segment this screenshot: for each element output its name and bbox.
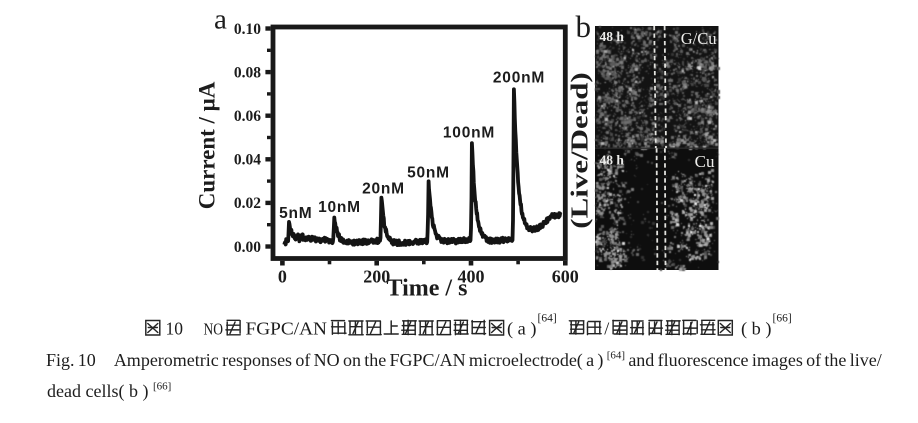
svg-text:Current / μA: Current / μA [195, 81, 220, 209]
svg-text:( b ): ( b ) [741, 319, 772, 340]
svg-text:0.08: 0.08 [234, 64, 261, 81]
svg-text:a: a [214, 4, 227, 36]
svg-text:b: b [576, 9, 592, 44]
svg-text:200: 200 [363, 267, 390, 287]
svg-text:/: / [604, 319, 609, 339]
svg-text:NO: NO [204, 320, 224, 339]
svg-text:48 h: 48 h [600, 29, 625, 44]
svg-text:400: 400 [458, 267, 485, 287]
svg-text:0.00: 0.00 [234, 239, 261, 256]
svg-text:(Live/Dead): (Live/Dead) [566, 72, 593, 228]
svg-text:50nM: 50nM [407, 165, 450, 182]
svg-text:100nM: 100nM [443, 125, 495, 142]
svg-text:0.10: 0.10 [234, 21, 261, 38]
svg-text:200nM: 200nM [493, 70, 545, 87]
svg-text:0.02: 0.02 [234, 195, 261, 212]
svg-text:600: 600 [552, 267, 579, 287]
svg-text:Cu: Cu [695, 152, 715, 171]
svg-text:( a ): ( a ) [507, 319, 537, 340]
svg-text:0: 0 [278, 267, 287, 287]
svg-text:Time / s: Time / s [387, 276, 468, 302]
svg-text:0.04: 0.04 [234, 152, 261, 169]
svg-text:0.06: 0.06 [234, 108, 261, 125]
svg-text:FGPC/AN: FGPC/AN [246, 319, 328, 339]
svg-text:20nM: 20nM [362, 181, 405, 198]
svg-text:G/Cu: G/Cu [681, 29, 717, 48]
svg-text:10: 10 [166, 319, 184, 339]
svg-text:5nM: 5nM [279, 205, 312, 222]
svg-text:[64]: [64] [538, 313, 557, 325]
svg-text:[66]: [66] [773, 313, 792, 325]
svg-text:48 h: 48 h [600, 153, 625, 168]
svg-text:10nM: 10nM [318, 199, 361, 216]
